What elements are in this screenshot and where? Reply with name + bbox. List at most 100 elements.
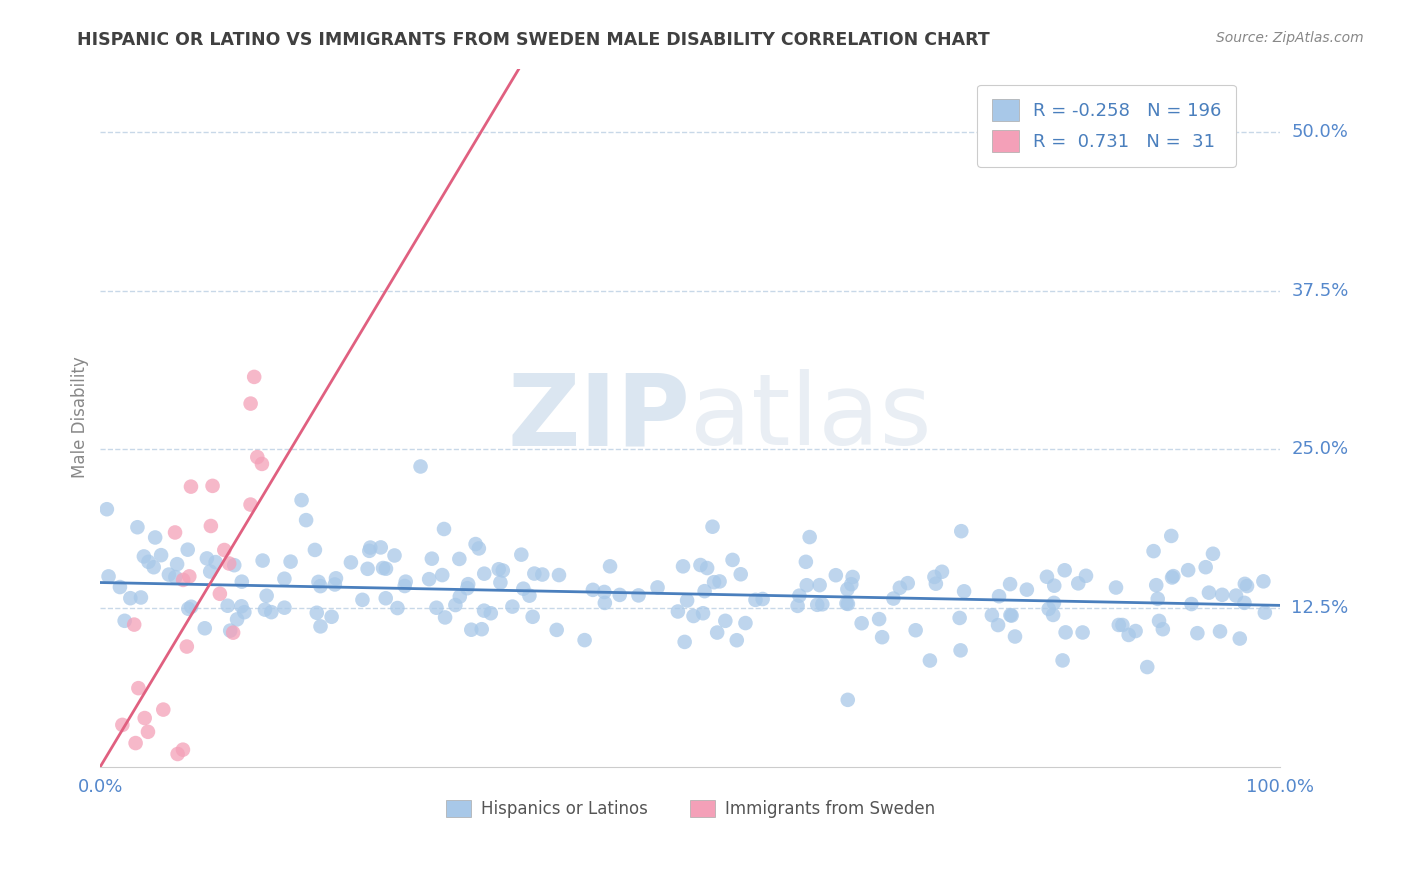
Point (519, 589, 541, 603)
Point (204, 555, 226, 569)
Point (672, 559, 695, 574)
Point (988, 589, 1011, 603)
Point (489, 575, 512, 590)
Point (889, 581, 911, 595)
Text: 37.5%: 37.5% (1292, 282, 1348, 300)
Point (188, 772, 211, 786)
Point (321, 609, 343, 624)
Point (1042, 607, 1064, 622)
Text: Source: ZipAtlas.com: Source: ZipAtlas.com (1216, 31, 1364, 45)
Point (734, 616, 756, 631)
Point (1036, 570, 1059, 584)
Point (953, 584, 976, 599)
Point (273, 600, 295, 615)
Point (950, 524, 973, 538)
Point (201, 479, 224, 493)
Point (1125, 624, 1147, 638)
Point (325, 571, 347, 585)
Text: ZIP: ZIP (508, 369, 690, 466)
Point (194, 621, 217, 635)
Point (420, 551, 443, 566)
Point (395, 574, 418, 589)
Point (122, 617, 145, 632)
Point (101, 864, 124, 879)
Point (1198, 585, 1220, 599)
Point (531, 567, 554, 582)
Point (172, 573, 194, 587)
Point (166, 747, 188, 761)
Point (1004, 630, 1026, 644)
Point (789, 589, 811, 603)
Point (492, 564, 515, 578)
Point (166, 557, 188, 571)
Point (918, 654, 941, 668)
Point (471, 622, 494, 636)
Point (163, 525, 186, 540)
Point (97, 569, 120, 583)
Point (835, 596, 858, 610)
Point (180, 599, 202, 614)
Point (246, 450, 269, 464)
Point (260, 605, 283, 619)
Point (256, 589, 278, 603)
Point (1054, 625, 1077, 640)
Point (290, 493, 312, 508)
Point (949, 643, 972, 657)
Point (444, 598, 467, 612)
Point (219, 624, 242, 638)
Point (356, 562, 378, 576)
Text: 50.0%: 50.0% (1292, 123, 1348, 141)
Point (1161, 570, 1184, 584)
Point (837, 597, 859, 611)
Point (627, 588, 650, 602)
Point (132, 549, 155, 564)
Point (931, 565, 953, 579)
Point (224, 558, 246, 573)
Point (222, 625, 245, 640)
Point (305, 606, 328, 620)
Point (180, 480, 202, 494)
Point (384, 549, 406, 563)
Point (143, 531, 166, 545)
Point (851, 616, 873, 631)
Point (179, 569, 201, 583)
Point (200, 565, 222, 579)
Point (522, 609, 544, 624)
Point (129, 591, 152, 605)
Point (582, 582, 605, 597)
Point (233, 605, 256, 619)
Point (449, 590, 471, 604)
Point (177, 542, 200, 557)
Point (172, 742, 194, 756)
Point (689, 558, 711, 572)
Text: atlas: atlas (690, 369, 932, 466)
Point (1180, 597, 1202, 611)
Point (998, 577, 1021, 591)
Point (548, 568, 571, 582)
Point (127, 520, 149, 534)
Point (124, 736, 146, 750)
Point (165, 570, 187, 584)
Point (434, 610, 457, 624)
Point (252, 553, 274, 567)
Point (152, 703, 174, 717)
Point (1233, 596, 1256, 610)
Point (808, 578, 831, 592)
Point (120, 591, 142, 606)
Point (1152, 622, 1174, 636)
Point (375, 562, 398, 576)
Point (468, 541, 491, 556)
Point (751, 592, 773, 607)
Point (1254, 606, 1277, 620)
Point (309, 619, 332, 633)
Point (1038, 602, 1060, 616)
Text: 25.0%: 25.0% (1292, 441, 1348, 458)
Point (721, 553, 744, 567)
Point (1225, 589, 1247, 603)
Point (177, 601, 200, 615)
Point (882, 591, 904, 606)
Point (1000, 608, 1022, 623)
Point (464, 537, 486, 551)
Point (796, 578, 818, 592)
Point (702, 519, 724, 533)
